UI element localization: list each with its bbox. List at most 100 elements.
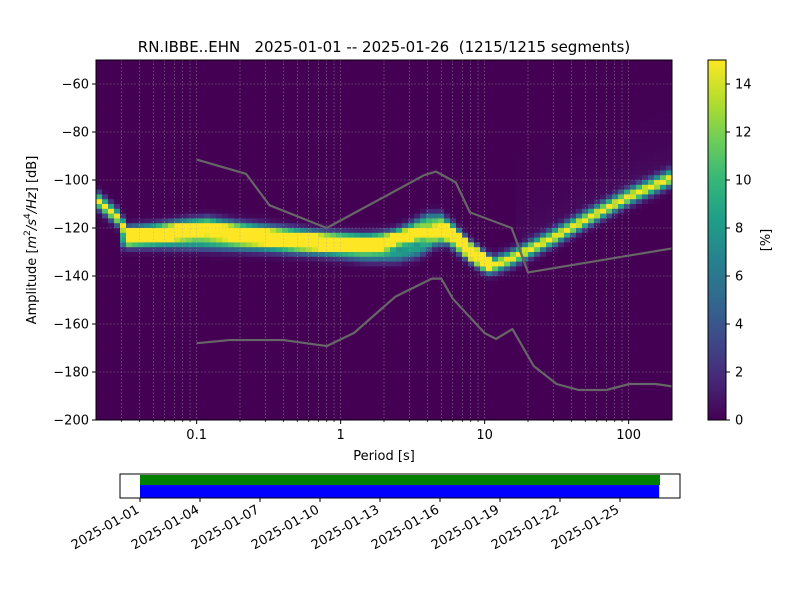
heatmap-cell bbox=[204, 146, 211, 152]
heatmap-cell bbox=[378, 79, 385, 85]
heatmap-cell bbox=[186, 180, 193, 186]
heatmap-cell bbox=[216, 64, 223, 70]
heatmap-cell bbox=[252, 156, 259, 162]
heatmap-cell bbox=[210, 175, 217, 181]
heatmap-cell bbox=[348, 400, 355, 406]
heatmap-cell bbox=[198, 194, 205, 200]
heatmap-cell bbox=[210, 276, 217, 282]
heatmap-cell bbox=[288, 343, 295, 349]
heatmap-cell bbox=[108, 175, 115, 181]
heatmap-cell bbox=[162, 247, 169, 253]
heatmap-cell bbox=[450, 348, 457, 354]
heatmap-cell bbox=[174, 132, 181, 138]
heatmap-cell bbox=[228, 103, 235, 109]
heatmap-cell bbox=[204, 228, 211, 234]
heatmap-cell bbox=[126, 127, 133, 133]
heatmap-cell bbox=[462, 256, 469, 262]
heatmap-cell bbox=[222, 108, 229, 114]
heatmap-cell bbox=[96, 290, 103, 296]
heatmap-cell bbox=[228, 64, 235, 70]
heatmap-cell bbox=[450, 276, 457, 282]
heatmap-cell bbox=[438, 228, 445, 234]
heatmap-cell bbox=[174, 410, 181, 416]
heatmap-cell bbox=[216, 415, 223, 421]
heatmap-cell bbox=[228, 122, 235, 128]
heatmap-cell bbox=[378, 175, 385, 181]
heatmap-cell bbox=[324, 309, 331, 315]
heatmap-cell bbox=[300, 79, 307, 85]
heatmap-cell bbox=[384, 146, 391, 152]
heatmap-cell bbox=[282, 314, 289, 320]
heatmap-cell bbox=[486, 396, 493, 402]
heatmap-cell bbox=[246, 223, 253, 229]
heatmap-cell bbox=[336, 103, 343, 109]
heatmap-cell bbox=[138, 381, 145, 387]
heatmap-cell bbox=[348, 122, 355, 128]
heatmap-cell bbox=[264, 309, 271, 315]
heatmap-cell bbox=[402, 204, 409, 210]
heatmap-cell bbox=[144, 93, 151, 99]
heatmap-cell bbox=[468, 199, 475, 205]
heatmap-cell bbox=[162, 261, 169, 267]
heatmap-cell bbox=[408, 170, 415, 176]
heatmap-cell bbox=[468, 376, 475, 382]
heatmap-cell bbox=[486, 112, 493, 118]
heatmap-cell bbox=[120, 290, 127, 296]
heatmap-cell bbox=[192, 112, 199, 118]
heatmap-cell bbox=[168, 304, 175, 310]
heatmap-cell bbox=[378, 232, 385, 238]
heatmap-cell bbox=[420, 122, 427, 128]
heatmap-cell bbox=[192, 319, 199, 325]
heatmap-cell bbox=[150, 160, 157, 166]
heatmap-cell bbox=[306, 98, 313, 104]
heatmap-cell bbox=[138, 213, 145, 219]
heatmap-cell bbox=[378, 108, 385, 114]
heatmap-cell bbox=[348, 376, 355, 382]
heatmap-cell bbox=[462, 300, 469, 306]
heatmap-cell bbox=[378, 151, 385, 157]
heatmap-cell bbox=[174, 415, 181, 421]
heatmap-cell bbox=[432, 204, 439, 210]
heatmap-cell bbox=[168, 300, 175, 306]
heatmap-cell bbox=[456, 79, 463, 85]
heatmap-cell bbox=[390, 285, 397, 291]
heatmap-cell bbox=[114, 319, 121, 325]
heatmap-cell bbox=[222, 415, 229, 421]
heatmap-cell bbox=[414, 276, 421, 282]
heatmap-cell bbox=[342, 218, 349, 224]
heatmap-cell bbox=[168, 348, 175, 354]
heatmap-cell bbox=[138, 252, 145, 258]
heatmap-cell bbox=[234, 160, 241, 166]
heatmap-cell bbox=[462, 400, 469, 406]
heatmap-cell bbox=[144, 160, 151, 166]
heatmap-cell bbox=[180, 391, 187, 397]
heatmap-cell bbox=[414, 151, 421, 157]
heatmap-cell bbox=[378, 261, 385, 267]
heatmap-cell bbox=[486, 314, 493, 320]
heatmap-cell bbox=[246, 228, 253, 234]
heatmap-cell bbox=[120, 184, 127, 190]
heatmap-cell bbox=[144, 314, 151, 320]
heatmap-cell bbox=[102, 194, 109, 200]
heatmap-cell bbox=[192, 396, 199, 402]
heatmap-cell bbox=[450, 319, 457, 325]
heatmap-cell bbox=[294, 108, 301, 114]
heatmap-cell bbox=[102, 405, 109, 411]
heatmap-cell bbox=[132, 333, 139, 339]
heatmap-cell bbox=[216, 362, 223, 368]
heatmap-cell bbox=[384, 199, 391, 205]
heatmap-cell bbox=[234, 180, 241, 186]
heatmap-cell bbox=[300, 69, 307, 75]
heatmap-cell bbox=[210, 64, 217, 70]
heatmap-cell bbox=[318, 290, 325, 296]
heatmap-cell bbox=[288, 199, 295, 205]
heatmap-cell bbox=[378, 324, 385, 330]
heatmap-cell bbox=[468, 64, 475, 70]
heatmap-cell bbox=[480, 64, 487, 70]
heatmap-cell bbox=[462, 391, 469, 397]
heatmap-cell bbox=[432, 324, 439, 330]
heatmap-cell bbox=[252, 84, 259, 90]
heatmap-cell bbox=[270, 88, 277, 94]
heatmap-cell bbox=[468, 242, 475, 248]
heatmap-cell bbox=[168, 252, 175, 258]
